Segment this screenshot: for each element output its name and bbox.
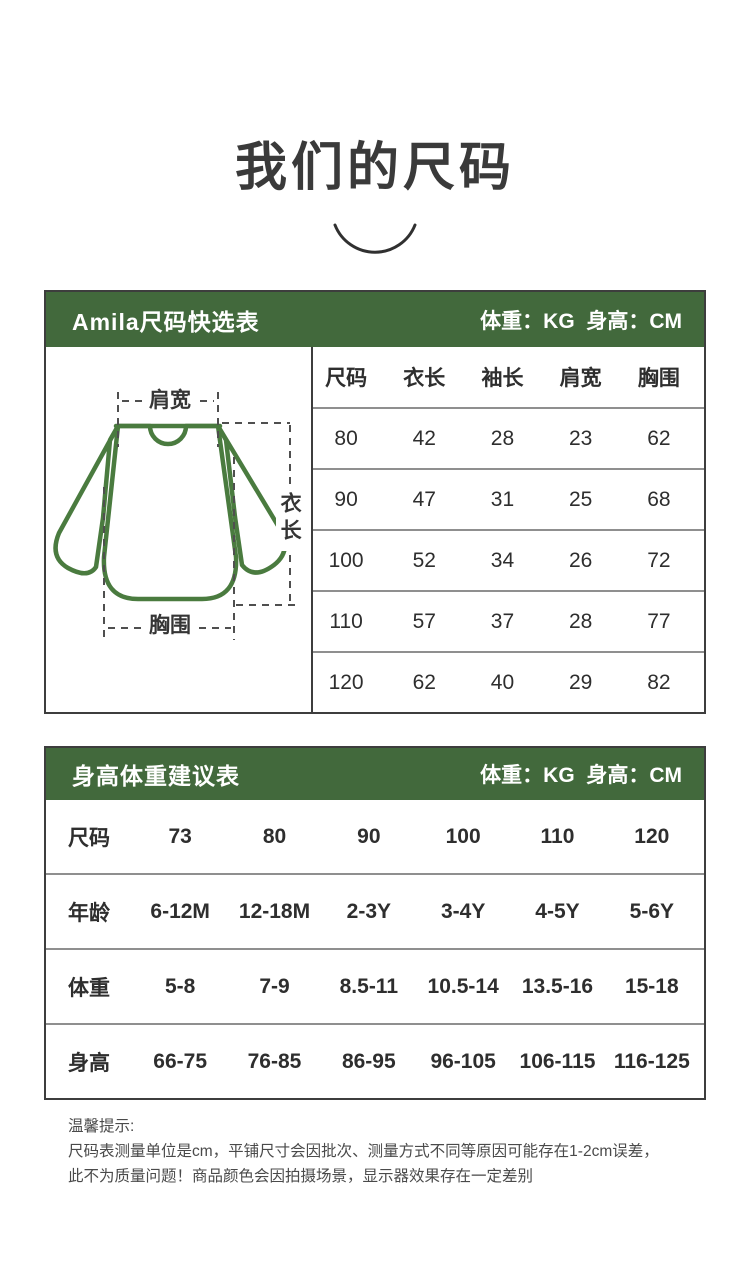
cell: 26: [547, 530, 626, 593]
table-row: 体重 5-8 7-9 8.5-11 10.5-14 13.5-16 15-18: [46, 949, 704, 1026]
units-note: 体重：KG 身高：CM: [480, 309, 682, 333]
col-header: 尺码: [313, 347, 392, 410]
recommendation-table: 尺码 73 80 90 100 110 120 年龄 6-12M 12-18M …: [46, 800, 704, 1098]
size-quick-select-card: Amila尺码快选表 体重：KG 身高：CM: [44, 290, 706, 715]
cell: 23: [547, 408, 626, 471]
cell: 37: [469, 591, 548, 654]
chest-width-label: 胸围: [142, 614, 198, 638]
cell: 52: [391, 530, 470, 593]
cell: 80: [313, 408, 392, 471]
cell: 25: [547, 469, 626, 532]
units-note: 体重：KG 身高：CM: [480, 764, 682, 788]
cell: 90: [313, 469, 392, 532]
card-body: 肩宽 衣长 胸围 尺码 衣长 袖长 肩宽 胸围 80 42 28 23: [46, 347, 704, 713]
row-label: 体重: [46, 949, 138, 1026]
cell: 68: [625, 469, 704, 532]
cell: 10.5-14: [420, 949, 516, 1026]
card-header: Amila尺码快选表 体重：KG 身高：CM: [46, 292, 704, 348]
cell: 31: [469, 469, 548, 532]
notes-title: 温馨提示:: [68, 1118, 135, 1136]
cell: 82: [647, 670, 671, 694]
cell: 7-9: [232, 949, 327, 1026]
cell: 66-75: [153, 1049, 208, 1073]
cell: 13.5-16: [515, 949, 610, 1026]
warm-tips-notes: 温馨提示: 尺码表测量单位是cm，平铺尺寸会因批次、测量方式不同等原因可能存在1…: [68, 1114, 706, 1189]
cell: 15-18: [609, 949, 704, 1026]
row-label: 年龄: [46, 874, 138, 951]
col-header: 衣长: [391, 347, 470, 410]
cell: 12-18M: [232, 874, 327, 951]
garment-outline-icon: [53, 392, 296, 641]
page-title: 我们的尺码: [234, 139, 515, 197]
cell: 8.5-11: [326, 949, 421, 1026]
row-label: 尺码: [46, 800, 138, 876]
size-table-header-row: 尺码 衣长 袖长 肩宽 胸围: [313, 347, 704, 410]
cell: 110: [313, 591, 392, 654]
smile-arc-icon: [333, 223, 417, 254]
cell: 80: [232, 800, 327, 876]
cell: 100: [420, 800, 516, 876]
cell: 42: [391, 408, 470, 471]
size-table: 尺码 衣长 袖长 肩宽 胸围 80 42 28 23 62 90 47: [313, 347, 704, 712]
cell: 28: [547, 591, 626, 654]
table-row: 身高 66-75 76-85 86-95 96-105 106-115 116-…: [46, 1024, 704, 1098]
col-header: 袖长: [469, 347, 548, 410]
cell: 120: [609, 800, 704, 876]
cell: 29: [568, 670, 593, 694]
cell: 62: [625, 408, 704, 471]
shoulder-width-label: 肩宽: [142, 389, 198, 413]
neckline: [113, 423, 223, 447]
col-header: 胸围: [625, 347, 704, 410]
row-label: 身高: [68, 1051, 110, 1075]
cell: 116-125: [613, 1049, 690, 1073]
cell: 2-3Y: [326, 874, 421, 951]
table-row: 120 62 40 29 82: [313, 652, 704, 712]
card-title: Amila尺码快选表: [72, 308, 260, 335]
table-row: 80 42 28 23 62: [313, 408, 704, 471]
cell: 47: [391, 469, 470, 532]
note-line: 此不为质量问题！商品颜色会因拍摄场景，显示器效果存在一定差别: [68, 1168, 534, 1186]
cell: 40: [490, 670, 515, 694]
cell: 100: [313, 530, 392, 593]
cell: 96-105: [430, 1049, 496, 1073]
left-sleeve: [53, 423, 121, 576]
table-row: 110 57 37 28 77: [313, 591, 704, 654]
cell: 4-5Y: [515, 874, 610, 951]
cell: 76-85: [247, 1049, 302, 1073]
page-header: 我们的尺码: [0, 0, 750, 259]
height-weight-suggestion-card: 身高体重建议表 体重：KG 身高：CM 尺码 73 80 90 100 110 …: [44, 746, 706, 1101]
cell: 110: [515, 800, 610, 876]
garment-length-label: 衣长: [276, 487, 304, 552]
cell: 5-8: [138, 949, 233, 1026]
cell: 72: [625, 530, 704, 593]
note-line: 尺码表测量单位是cm，平铺尺寸会因批次、测量方式不同等原因可能存在1-2cm误差…: [68, 1143, 659, 1161]
card-header: 身高体重建议表 体重：KG 身高：CM: [46, 748, 704, 801]
card-title: 身高体重建议表: [72, 763, 240, 790]
cell: 5-6Y: [609, 874, 704, 951]
cell: 86-95: [341, 1049, 396, 1073]
table-row: 100 52 34 26 72: [313, 530, 704, 593]
cell: 120: [328, 670, 364, 694]
cell: 73: [138, 800, 233, 876]
table-row: 尺码 73 80 90 100 110 120: [46, 800, 704, 876]
cell: 62: [412, 670, 436, 694]
col-header: 肩宽: [547, 347, 626, 410]
cell: 3-4Y: [420, 874, 516, 951]
garment-body: [101, 423, 239, 602]
cell: 34: [469, 530, 548, 593]
cell: 77: [625, 591, 704, 654]
cell: 57: [391, 591, 470, 654]
cell: 106-115: [519, 1049, 596, 1073]
table-row: 年龄 6-12M 12-18M 2-3Y 3-4Y 4-5Y 5-6Y: [46, 874, 704, 951]
table-row: 90 47 31 25 68: [313, 469, 704, 532]
cell: 90: [326, 800, 421, 876]
garment-measure-diagram: 肩宽 衣长 胸围: [46, 347, 313, 713]
cell: 28: [469, 408, 548, 471]
cell: 6-12M: [138, 874, 233, 951]
